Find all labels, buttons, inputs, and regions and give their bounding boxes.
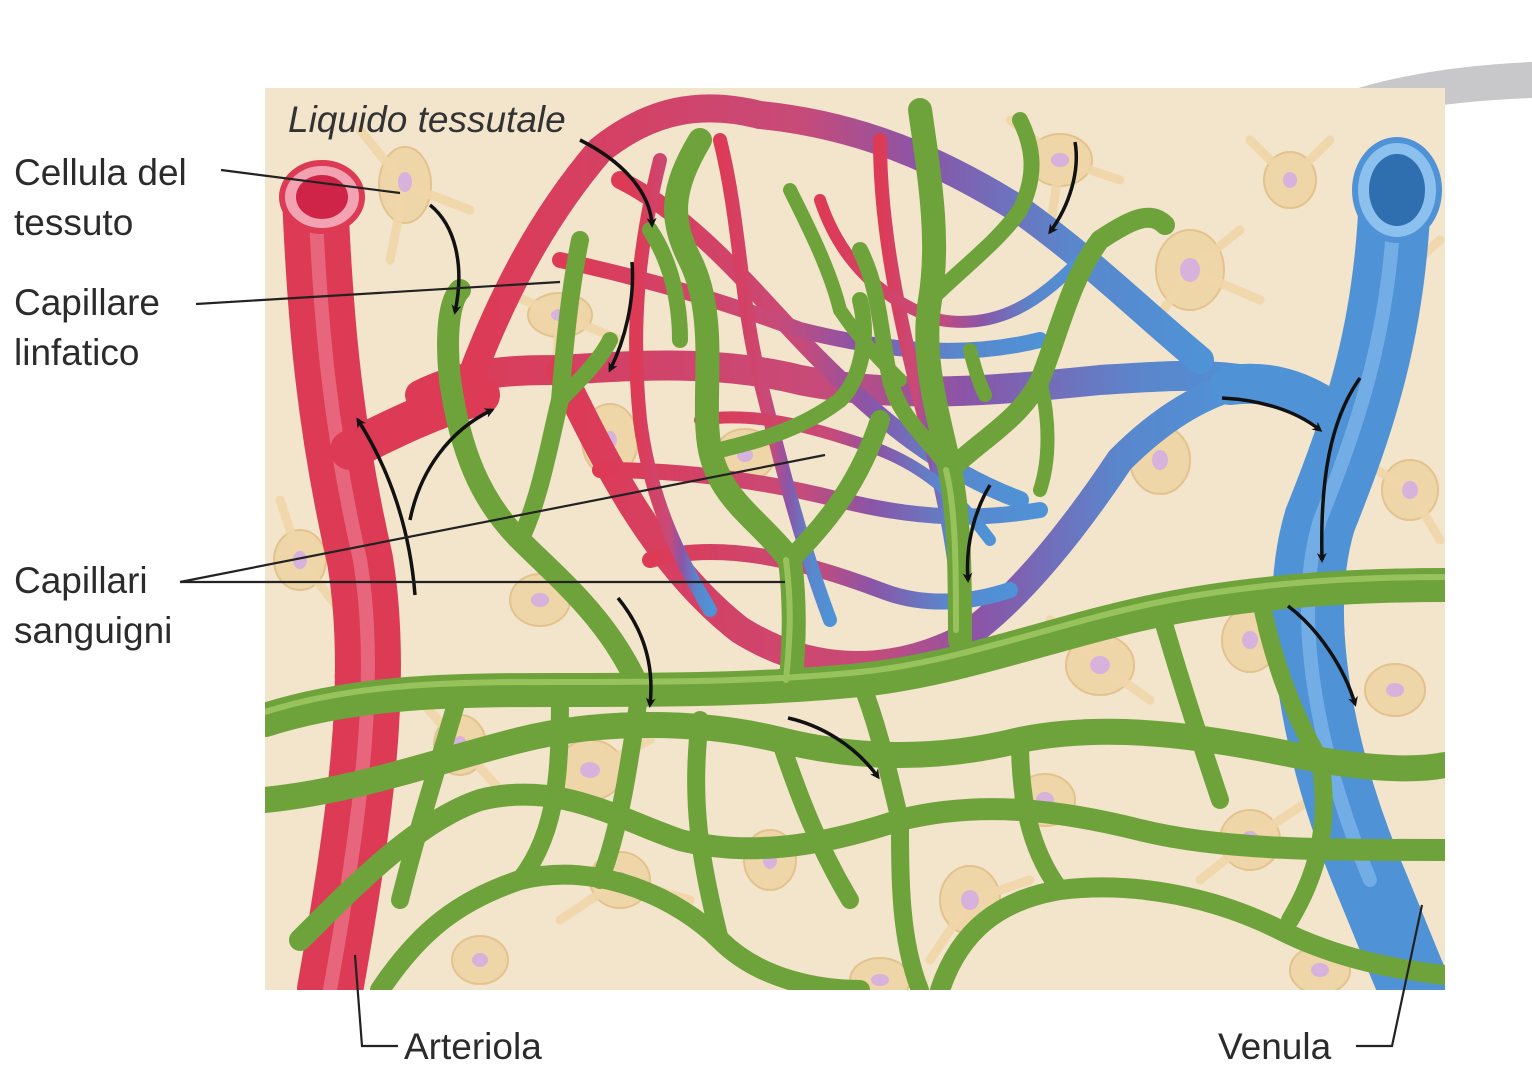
leader-line xyxy=(220,168,401,195)
flow-arrow xyxy=(787,716,880,780)
label-tissue-cell-line2: tessuto xyxy=(14,202,134,243)
flow-arrow xyxy=(408,408,495,521)
label-tissue-fluid: Liquido tessutale xyxy=(288,99,566,140)
flow-arrow xyxy=(1221,396,1323,432)
arteriole-vessel xyxy=(279,160,500,990)
label-arteriole: Arteriola xyxy=(404,1026,542,1067)
flow-arrow xyxy=(579,138,657,228)
flow-arrow xyxy=(608,261,635,373)
leader-line xyxy=(353,954,398,1048)
label-tissue-cell-line1: Cellula del xyxy=(14,152,187,193)
flow-arrow xyxy=(1286,604,1358,707)
lymphatic-network xyxy=(265,98,1445,990)
label-lymph-capillary-line2: linfatico xyxy=(14,332,140,373)
label-blood-capillaries-line2: sanguigni xyxy=(14,610,173,651)
leader-line xyxy=(179,453,826,584)
label-blood-capillaries-line1: Capillari xyxy=(14,560,148,601)
flow-arrow xyxy=(428,203,462,315)
flow-arrows xyxy=(356,138,1362,780)
label-lymph-capillary-line1: Capillare xyxy=(14,282,161,323)
flow-arrow xyxy=(1048,141,1078,235)
flow-arrow xyxy=(356,417,417,596)
label-venule: Venula xyxy=(1218,1026,1332,1067)
leader-line xyxy=(1356,904,1424,1048)
lymphatic-highlights xyxy=(265,467,1445,715)
leader-lines xyxy=(179,168,1424,1048)
flow-arrow xyxy=(1316,376,1362,563)
leader-line xyxy=(195,280,561,306)
flow-arrow xyxy=(616,596,656,708)
flow-arrow xyxy=(962,484,992,583)
